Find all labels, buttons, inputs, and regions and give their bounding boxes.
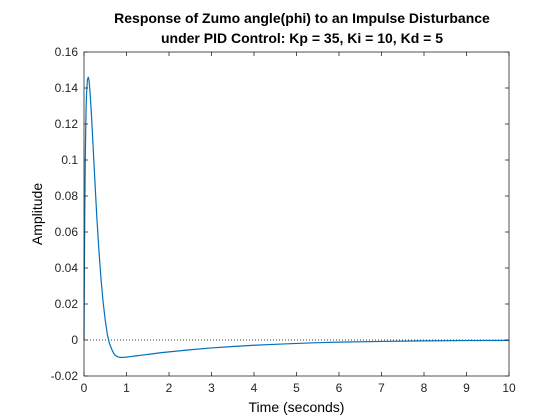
y-tick-label: 0.04	[55, 261, 79, 275]
x-tick-label: 2	[166, 381, 173, 395]
x-tick-label: 4	[251, 381, 258, 395]
x-axis-label: Time (seconds)	[249, 399, 345, 415]
y-tick-label: 0.06	[55, 225, 79, 239]
y-tick-label: 0.08	[55, 189, 79, 203]
y-tick-label: 0.1	[61, 153, 78, 167]
x-tick-label: 0	[81, 381, 88, 395]
x-tick-label: 7	[378, 381, 385, 395]
series-line-0	[83, 76, 510, 359]
series-layer	[83, 76, 510, 359]
x-tick-label: 9	[463, 381, 470, 395]
plot-area	[84, 52, 509, 376]
x-tick-label: 10	[502, 381, 516, 395]
chart-title-line-2: under PID Control: Kp = 35, Ki = 10, Kd …	[161, 30, 443, 46]
chart-title-line-1: Response of Zumo angle(phi) to an Impuls…	[114, 10, 490, 26]
y-tick-label: 0.02	[55, 297, 79, 311]
x-tick-label: 1	[123, 381, 130, 395]
x-tick-label: 6	[336, 381, 343, 395]
y-tick-label: 0.16	[55, 45, 79, 59]
y-axis-label: Amplitude	[29, 183, 45, 245]
x-tick-label: 8	[421, 381, 428, 395]
x-tick-label: 5	[293, 381, 300, 395]
y-tick-label: 0.12	[55, 117, 79, 131]
x-tick-label: 3	[208, 381, 215, 395]
y-tick-label: 0.14	[55, 81, 79, 95]
y-tick-label: 0	[71, 333, 78, 347]
y-tick-label: -0.02	[51, 369, 79, 383]
tick-layer: 0 1 2 3 4 5 6 7 8 9 10-0.0200.020.040.060.080.10.1…	[51, 45, 516, 395]
